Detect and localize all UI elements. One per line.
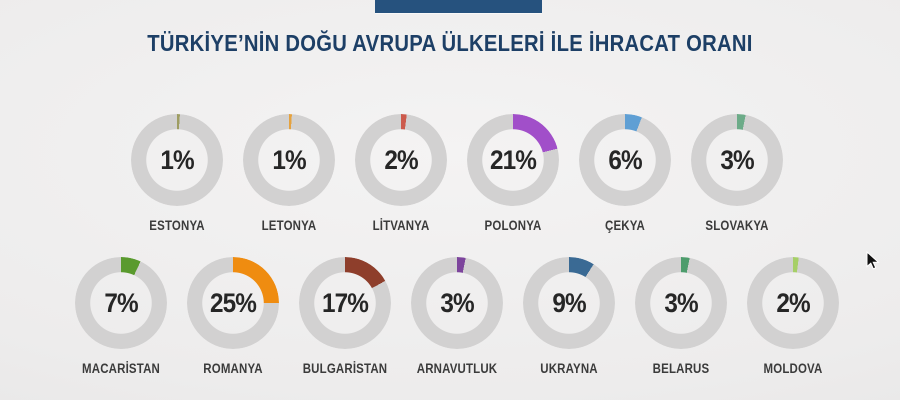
donut-ring bbox=[691, 114, 783, 206]
donut-label: ROMANYA bbox=[203, 361, 263, 376]
donut-letonya: 1% LETONYA bbox=[233, 114, 345, 233]
donut-macaristan: 7% MACARİSTAN bbox=[65, 257, 177, 376]
donut-belarus: 3% BELARUS bbox=[625, 257, 737, 376]
donut-label: MOLDOVA bbox=[763, 361, 823, 376]
donut-ring bbox=[635, 257, 727, 349]
donut-slovakya: 3% SLOVAKYA bbox=[681, 114, 793, 233]
donut-ring bbox=[187, 257, 279, 349]
donut-ring bbox=[355, 114, 447, 206]
donut-value: 9% bbox=[552, 287, 586, 318]
donut-value: 3% bbox=[720, 144, 754, 175]
donut-ring bbox=[467, 114, 559, 206]
donut-romanya: 25% ROMANYA bbox=[177, 257, 289, 376]
donut-ring bbox=[523, 257, 615, 349]
donut-ring bbox=[747, 257, 839, 349]
donut-label: BELARUS bbox=[652, 361, 710, 376]
donut-bulgaristan: 17% BULGARİSTAN bbox=[289, 257, 401, 376]
donut-label: SLOVAKYA bbox=[705, 218, 769, 233]
donut-value: 3% bbox=[664, 287, 698, 318]
donut-cekya: 6% ÇEKYA bbox=[569, 114, 681, 233]
donut-ring bbox=[243, 114, 335, 206]
donut-estonya: 1% ESTONYA bbox=[121, 114, 233, 233]
donut-value: 2% bbox=[776, 287, 810, 318]
donut-value: 2% bbox=[384, 144, 418, 175]
donut-label: LETONYA bbox=[261, 218, 317, 233]
donut-ring bbox=[579, 114, 671, 206]
donut-arnavutluk: 3% ARNAVUTLUK bbox=[401, 257, 513, 376]
donut-moldova: 2% MOLDOVA bbox=[737, 257, 849, 376]
mouse-cursor-icon bbox=[866, 251, 880, 270]
donut-polonya: 21% POLONYA bbox=[457, 114, 569, 233]
donut-value: 6% bbox=[608, 144, 642, 175]
donut-label: LİTVANYA bbox=[372, 218, 430, 233]
donut-value: 17% bbox=[322, 287, 369, 318]
donut-label: ÇEKYA bbox=[605, 218, 645, 233]
header-accent-bar bbox=[375, 0, 542, 13]
donut-value: 7% bbox=[104, 287, 138, 318]
donut-ukrayna: 9% UKRAYNA bbox=[513, 257, 625, 376]
donut-value: 21% bbox=[490, 144, 537, 175]
donut-ring bbox=[131, 114, 223, 206]
donut-value: 25% bbox=[210, 287, 257, 318]
donut-label: BULGARİSTAN bbox=[302, 361, 388, 376]
donut-label: UKRAYNA bbox=[540, 361, 598, 376]
donut-value: 1% bbox=[160, 144, 194, 175]
title-container: TÜRKİYE’NİN DOĞU AVRUPA ÜLKELERİ İLE İHR… bbox=[0, 30, 900, 57]
donut-ring bbox=[299, 257, 391, 349]
donut-value: 1% bbox=[272, 144, 306, 175]
donut-label: MACARİSTAN bbox=[82, 361, 160, 376]
page-title: TÜRKİYE’NİN DOĞU AVRUPA ÜLKELERİ İLE İHR… bbox=[147, 30, 753, 56]
donut-row-1: 1% ESTONYA 1% LETONYA 2% LİTVANYA 21% PO… bbox=[121, 114, 793, 233]
donut-label: ESTONYA bbox=[149, 218, 205, 233]
donut-ring bbox=[75, 257, 167, 349]
donut-label: POLONYA bbox=[484, 218, 542, 233]
donut-litvanya: 2% LİTVANYA bbox=[345, 114, 457, 233]
donut-label: ARNAVUTLUK bbox=[416, 361, 498, 376]
donut-ring bbox=[411, 257, 503, 349]
donut-value: 3% bbox=[440, 287, 474, 318]
donut-row-2: 7% MACARİSTAN 25% ROMANYA 17% BULGARİSTA… bbox=[65, 257, 849, 376]
